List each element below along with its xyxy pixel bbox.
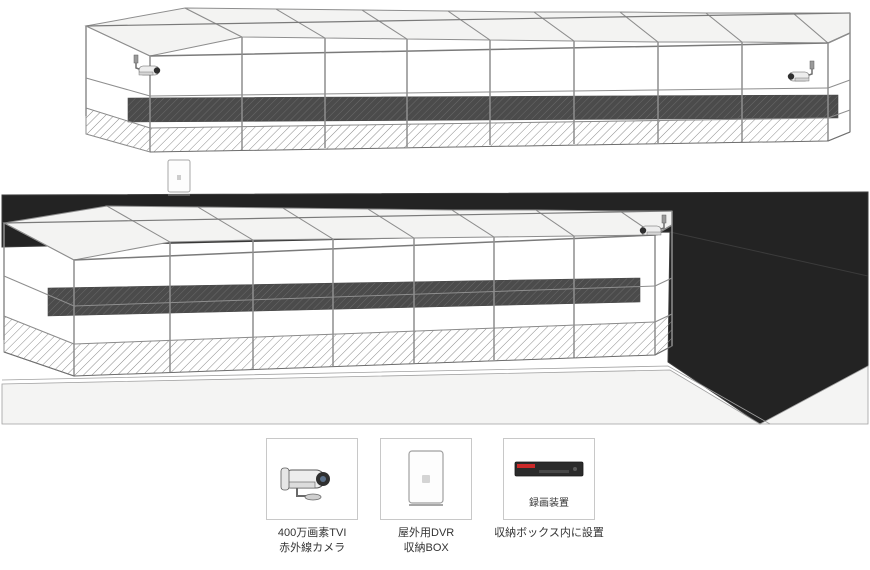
legend: 400万画素TVI 赤外線カメラ 屋外用DVR 収納BOX 録画装置 収納ボック… — [0, 438, 870, 556]
legend-thumb-dvr: 録画装置 — [503, 438, 595, 520]
legend-item-dvr: 録画装置 収納ボックス内に設置 — [494, 438, 604, 556]
legend-thumb-dvrbox — [380, 438, 472, 520]
legend-item-dvr-box: 屋外用DVR 収納BOX — [380, 438, 472, 556]
storage-box — [168, 160, 190, 195]
front-shelter — [4, 206, 672, 376]
legend-caption: 録画装置 — [529, 494, 569, 509]
legend-label: 収納ボックス内に設置 — [494, 526, 604, 541]
rear-shelter — [86, 8, 850, 152]
legend-item-camera: 400万画素TVI 赤外線カメラ — [266, 438, 358, 556]
legend-thumb-camera — [266, 438, 358, 520]
camera-icon — [788, 61, 814, 81]
legend-label: 400万画素TVI 赤外線カメラ — [278, 526, 346, 556]
legend-label: 屋外用DVR 収納BOX — [398, 526, 454, 556]
camera-icon — [134, 55, 160, 75]
diagram-area — [0, 0, 870, 430]
